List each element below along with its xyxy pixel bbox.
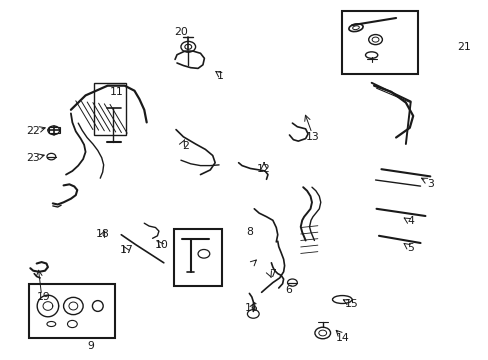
- Text: 22: 22: [26, 126, 40, 136]
- Bar: [94, 83, 125, 135]
- Text: 14: 14: [335, 333, 348, 343]
- Bar: [49, 127, 60, 133]
- Bar: [29, 284, 115, 338]
- Text: 7: 7: [269, 269, 276, 279]
- Text: 15: 15: [345, 299, 358, 309]
- Bar: [173, 229, 222, 286]
- Text: 21: 21: [457, 42, 470, 52]
- Text: 1: 1: [216, 71, 223, 81]
- Text: 9: 9: [87, 341, 94, 351]
- Text: 23: 23: [26, 153, 40, 163]
- Text: 17: 17: [119, 245, 133, 255]
- Text: 13: 13: [305, 132, 319, 142]
- Text: 4: 4: [407, 216, 413, 226]
- Text: 6: 6: [285, 285, 291, 295]
- Text: 8: 8: [245, 227, 252, 237]
- Bar: [342, 11, 417, 74]
- Text: 10: 10: [154, 240, 168, 250]
- Text: 19: 19: [37, 292, 51, 302]
- Text: 12: 12: [257, 164, 270, 174]
- Text: 16: 16: [244, 303, 258, 313]
- Text: 18: 18: [96, 229, 109, 239]
- Text: 11: 11: [109, 87, 123, 97]
- Text: 20: 20: [174, 27, 187, 37]
- Text: 2: 2: [182, 141, 189, 151]
- Text: 5: 5: [407, 243, 413, 253]
- Text: 3: 3: [426, 179, 433, 189]
